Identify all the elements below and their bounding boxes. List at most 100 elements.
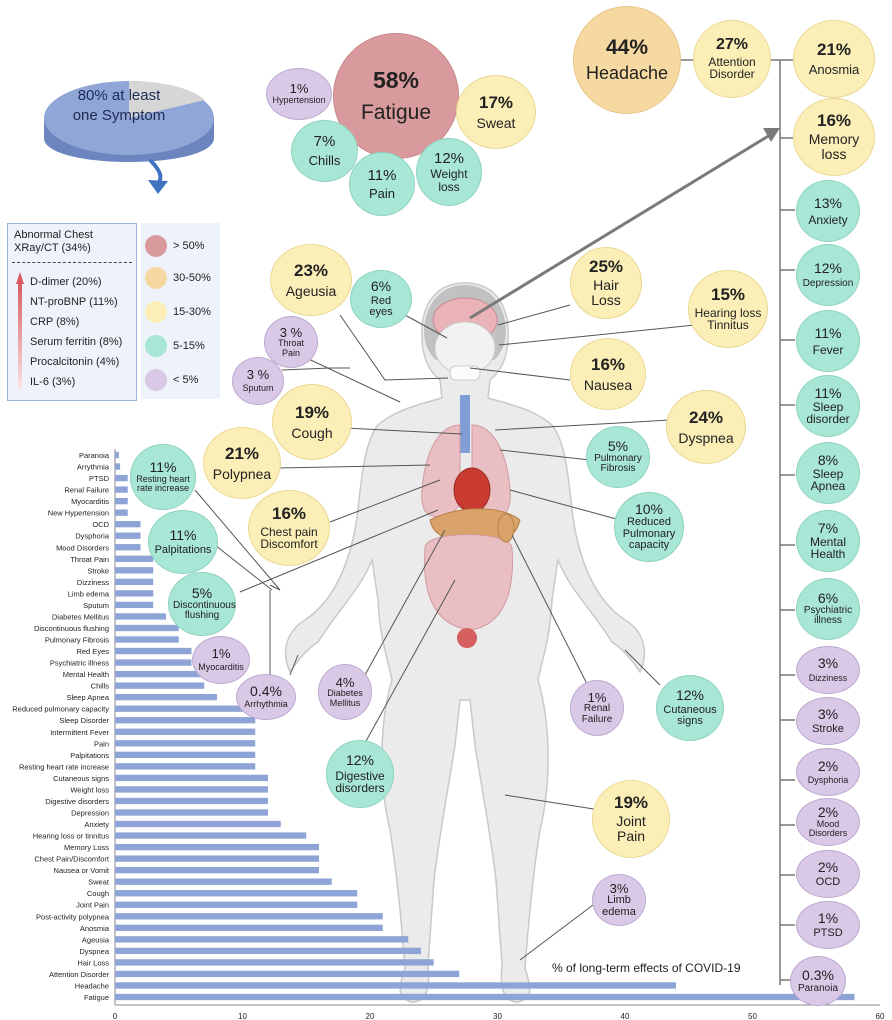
bar bbox=[115, 924, 383, 931]
color-legend-label: > 50% bbox=[173, 240, 205, 252]
bubble-pct: 2% bbox=[817, 804, 839, 821]
bubble-paranoia: 0.3% Paranoia bbox=[790, 956, 846, 1006]
bar bbox=[115, 544, 141, 551]
bubble-pct: 58% bbox=[372, 66, 420, 93]
bubble-mood: 2% Mood Disorders bbox=[796, 798, 860, 846]
bubble-label: Cough bbox=[291, 424, 333, 441]
color-legend-label: 15-30% bbox=[173, 306, 211, 318]
legend-item-ntprobnp: NT-proBNP (11%) bbox=[30, 296, 118, 308]
bubble-cutaneous: 12% Cutaneous signs bbox=[656, 675, 724, 741]
bubble-label: Dyspnea bbox=[678, 429, 734, 446]
up-arrow-icon bbox=[16, 272, 24, 390]
bubble-pct: 12% bbox=[675, 687, 705, 704]
category-label: Limb edema bbox=[68, 589, 110, 598]
bubble-nausea: 16% Nausea bbox=[570, 338, 646, 410]
bar bbox=[115, 601, 154, 609]
bar bbox=[115, 717, 256, 724]
bubble-label: Nausea bbox=[583, 376, 633, 393]
bar bbox=[115, 705, 243, 712]
bubble-palpitations: 11% Palpitations bbox=[148, 510, 218, 574]
bubble-pct: 3 % bbox=[246, 367, 270, 383]
bubble-label: Limb edema bbox=[602, 894, 636, 918]
swatch-icon bbox=[145, 235, 167, 257]
bubble-pain: 11% Pain bbox=[349, 152, 415, 216]
bubble-label: Joint Pain bbox=[616, 813, 646, 844]
bar bbox=[115, 970, 460, 978]
bubble-pct: 1% bbox=[211, 646, 231, 662]
bubble-label: Fatigue bbox=[360, 101, 432, 125]
category-label: Chest Pain/Discomfort bbox=[34, 855, 110, 864]
bubble-label: Renal Failure bbox=[581, 703, 613, 725]
bubble-pulm-fibrosis: 5% Pulmonary Fibrosis bbox=[586, 426, 650, 488]
bubble-label: PTSD bbox=[813, 926, 843, 939]
category-label: Dyspnea bbox=[79, 947, 109, 956]
bar bbox=[115, 809, 268, 816]
bubble-label: Hypertension bbox=[272, 95, 326, 106]
bar bbox=[115, 555, 154, 562]
bubble-label: Sleep disorder bbox=[806, 399, 850, 427]
bar bbox=[115, 993, 855, 1001]
category-label: Reduced pulmonary capacity bbox=[12, 705, 109, 714]
bubble-pct: 3 % bbox=[279, 324, 303, 340]
category-label: Digestive disorders bbox=[45, 797, 109, 806]
bubble-renal: 1% Renal Failure bbox=[570, 680, 624, 736]
bubble-pct: 10% bbox=[634, 501, 664, 518]
category-label: Paranoia bbox=[79, 451, 110, 460]
bubble-limb-edema: 3% Limb edema bbox=[592, 874, 646, 926]
bar bbox=[115, 497, 128, 505]
bar bbox=[115, 521, 141, 528]
bubble-label: Cutaneous signs bbox=[663, 703, 717, 728]
category-label: Sleep Apnea bbox=[66, 693, 109, 702]
bubble-label: Anxiety bbox=[808, 212, 848, 227]
right-column-connector bbox=[680, 59, 796, 985]
bubble-ocd: 2% OCD bbox=[796, 850, 860, 898]
organ-connectors bbox=[194, 304, 696, 961]
pie-label-line1: 80% at least bbox=[77, 87, 161, 104]
bubble-dyspnea: 24% Dyspnea bbox=[666, 390, 746, 464]
bubble-label: Dysphoria bbox=[807, 774, 849, 785]
bar bbox=[115, 797, 268, 805]
bar bbox=[115, 890, 358, 897]
bubble-label: Reduced Pulmonary capacity bbox=[622, 516, 676, 552]
color-legend: > 50% 30-50% 15-30% 5-15% < 5% bbox=[141, 223, 220, 399]
bar bbox=[115, 751, 256, 759]
bar bbox=[115, 959, 434, 966]
bar bbox=[115, 509, 128, 516]
bubble-label: Digestive disorders bbox=[335, 768, 385, 796]
bubble-pct: 5% bbox=[191, 585, 213, 602]
bubble-sweat: 17% Sweat bbox=[456, 75, 536, 149]
bubble-disc-flushing: 5% Discontinuous flushing bbox=[168, 572, 236, 636]
bubble-pct: 21% bbox=[224, 443, 260, 463]
bubble-pct: 1% bbox=[587, 689, 607, 705]
bar bbox=[115, 624, 179, 632]
bubble-label: Chest pain Discomfort bbox=[260, 524, 318, 552]
bubble-label: Myocarditis bbox=[198, 662, 244, 673]
x-tick-label: 10 bbox=[238, 1012, 247, 1020]
bubble-hypertension: 1% Hypertension bbox=[266, 68, 332, 120]
bubble-label: Sputum bbox=[242, 383, 274, 394]
bar bbox=[115, 451, 119, 459]
category-label: Fatigue bbox=[84, 993, 109, 1002]
bubble-label: OCD bbox=[815, 875, 841, 888]
bubble-pct: 2% bbox=[817, 757, 839, 774]
bar bbox=[115, 878, 332, 885]
category-label: Post-activity polypnea bbox=[36, 912, 110, 921]
bar bbox=[115, 843, 319, 851]
bubble-label: Sweat bbox=[476, 114, 516, 131]
bubble-pct: 7% bbox=[313, 133, 336, 151]
bubble-label: Mood Disorders bbox=[808, 818, 848, 839]
bubble-label: Stroke bbox=[812, 722, 844, 735]
bubble-stroke: 3% Stroke bbox=[796, 697, 860, 745]
color-legend-row: 15-30% bbox=[145, 299, 211, 325]
category-label: Hair Loss bbox=[77, 958, 109, 967]
bar bbox=[115, 693, 217, 701]
bubble-pct: 16% bbox=[271, 503, 307, 523]
bar bbox=[115, 728, 256, 735]
category-label: Sweat bbox=[88, 878, 110, 887]
bar bbox=[115, 786, 268, 793]
legend-divider bbox=[12, 262, 132, 263]
category-label: Memory Loss bbox=[64, 843, 109, 852]
bubble-pct: 19% bbox=[294, 402, 330, 422]
bubble-label: Pulmonary Fibrosis bbox=[594, 452, 642, 475]
